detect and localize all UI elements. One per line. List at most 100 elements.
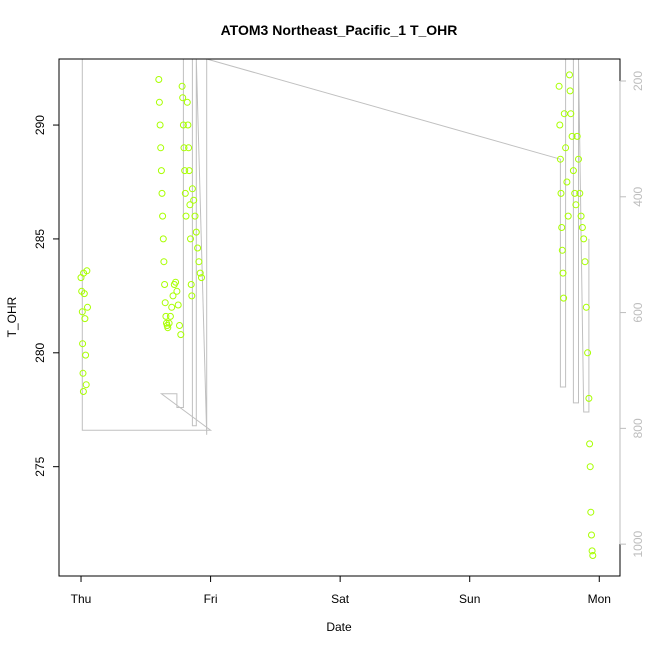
data-point: [185, 167, 193, 175]
data-point: [558, 246, 566, 254]
y2-tick-label: 800: [631, 418, 645, 438]
data-point: [559, 269, 567, 277]
y2-tick-label: 200: [631, 71, 645, 91]
data-point: [159, 212, 167, 220]
data-point: [585, 394, 593, 402]
data-point: [196, 269, 204, 277]
y2-tick-label: 600: [631, 302, 645, 322]
data-point: [77, 274, 85, 282]
data-point: [566, 87, 574, 95]
data-point: [182, 212, 190, 220]
data-point: [174, 301, 182, 309]
data-point: [587, 508, 595, 516]
data-point: [187, 281, 195, 288]
data-point: [169, 292, 177, 300]
x-tick-label: Sat: [331, 592, 350, 606]
data-point: [194, 244, 202, 252]
data-point: [568, 132, 576, 140]
data-point: [198, 274, 205, 282]
data-point: [172, 278, 180, 286]
data-point: [566, 71, 573, 79]
data-point: [563, 178, 571, 186]
data-point: [555, 82, 563, 90]
data-point: [576, 189, 584, 197]
data-point: [156, 121, 164, 129]
data-point: [79, 369, 87, 377]
data-point: [556, 155, 564, 163]
data-point: [155, 76, 163, 83]
data-point: [168, 303, 176, 311]
data-point: [567, 110, 575, 118]
data-point: [179, 121, 187, 129]
data-point: [564, 212, 572, 220]
y2-tick-label: 1000: [631, 530, 645, 557]
data-point: [558, 224, 566, 231]
data-point: [155, 98, 163, 106]
y-tick-label: 275: [33, 456, 47, 476]
data-point: [177, 331, 185, 339]
data-point: [165, 319, 173, 327]
x-axis-label: Date: [326, 620, 352, 634]
data-point: [159, 235, 167, 243]
data-point: [584, 349, 592, 357]
data-point: [569, 167, 577, 175]
data-point: [184, 121, 192, 129]
data-point: [573, 132, 581, 140]
data-point: [589, 552, 597, 559]
data-point: [84, 303, 91, 311]
data-point: [560, 110, 568, 118]
data-point: [588, 531, 595, 539]
data-point: [581, 258, 589, 266]
data-point: [562, 144, 570, 152]
data-point: [195, 258, 203, 266]
data-point: [186, 201, 194, 209]
data-point: [571, 189, 579, 197]
data-point: [162, 312, 170, 320]
data-point: [179, 94, 187, 102]
data-point: [80, 290, 88, 298]
data-point: [191, 212, 199, 220]
x-tick-label: Sun: [459, 592, 480, 606]
data-point: [180, 144, 188, 152]
data-point: [160, 258, 168, 266]
data-point: [582, 303, 590, 311]
data-point: [181, 167, 189, 175]
data-point: [79, 340, 87, 348]
data-point: [557, 189, 565, 197]
x-tick-label: Thu: [71, 592, 92, 606]
y-tick-label: 290: [33, 115, 47, 135]
data-point: [82, 351, 90, 359]
data-point: [192, 228, 200, 236]
profile-line: [81, 59, 590, 435]
data-point: [161, 299, 169, 307]
data-point: [578, 224, 586, 231]
y-axis-label: T_OHR: [5, 296, 19, 337]
data-point: [157, 167, 165, 175]
data-point: [187, 235, 194, 243]
data-point: [78, 308, 86, 316]
data-point: [190, 196, 198, 204]
data-point: [157, 144, 165, 152]
data-point: [158, 189, 166, 197]
data-point: [161, 281, 169, 288]
data-point: [188, 185, 196, 193]
data-point: [176, 322, 183, 329]
data-point: [79, 388, 87, 395]
data-point: [166, 312, 174, 320]
plot-frame: [58, 58, 621, 577]
x-tick-label: Fri: [204, 592, 218, 606]
y-tick-label: 285: [33, 229, 47, 249]
x-tick-label: Mon: [588, 592, 611, 606]
data-point: [183, 98, 191, 106]
data-point: [164, 324, 172, 332]
data-point: [586, 440, 594, 448]
chart-title: ATOM3 Northeast_Pacific_1 T_OHR: [221, 22, 458, 38]
data-point: [572, 201, 580, 209]
data-point: [188, 292, 196, 300]
data-point: [560, 294, 568, 302]
data-point: [575, 155, 582, 163]
data-point: [81, 315, 89, 323]
data-point: [82, 381, 90, 389]
data-point: [580, 235, 588, 243]
